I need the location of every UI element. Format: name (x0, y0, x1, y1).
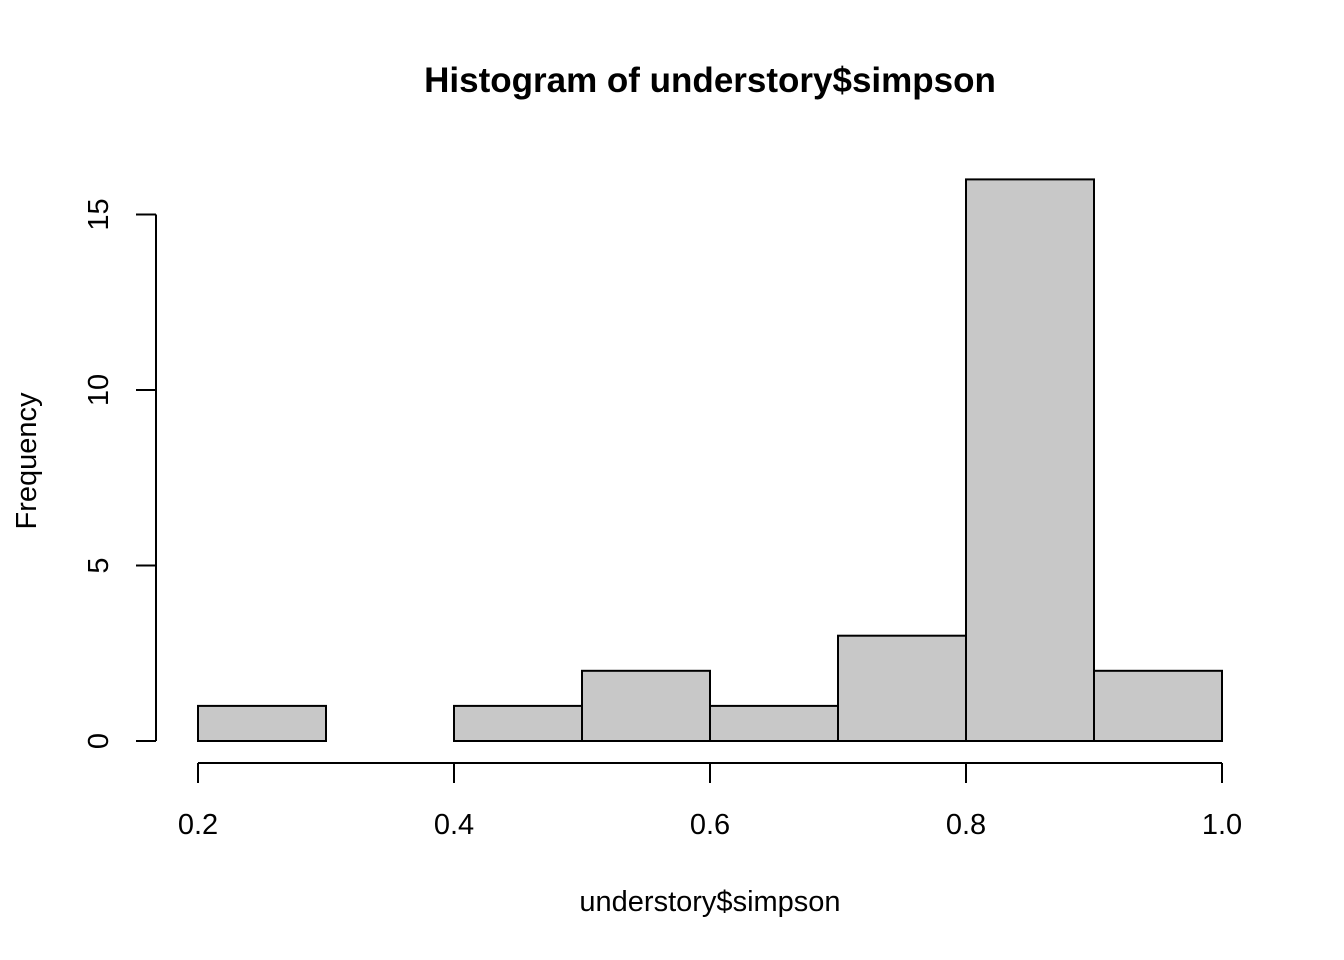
histogram-bar-0 (197, 704, 327, 743)
histogram-bar-4 (709, 704, 839, 743)
y-tick-label-3: 15 (83, 198, 115, 230)
x-axis-label: understory$simpson (579, 886, 840, 918)
histogram-bar-5 (837, 634, 967, 743)
y-tick-label-1: 5 (83, 557, 115, 573)
y-tick-label-0: 0 (83, 733, 115, 749)
histogram-bar-6 (965, 178, 1095, 742)
y-tick-label-2: 10 (83, 374, 115, 406)
bars-group (197, 178, 1223, 743)
y-axis: 0 5 10 15 (83, 198, 157, 749)
x-tick-label-0: 0.2 (178, 809, 218, 841)
histogram-bar-7 (1093, 669, 1223, 742)
x-tick-label-2: 0.6 (690, 809, 730, 841)
y-axis-label: Frequency (11, 392, 43, 530)
x-tick-label-1: 0.4 (434, 809, 474, 841)
chart-title: Histogram of understory$simpson (424, 61, 996, 100)
histogram-bar-2 (453, 704, 583, 743)
x-tick-label-3: 0.8 (946, 809, 986, 841)
x-tick-label-4: 1.0 (1202, 809, 1242, 841)
histogram-bar-3 (581, 669, 711, 742)
x-axis: 0.2 0.4 0.6 0.8 1.0 (178, 762, 1242, 841)
